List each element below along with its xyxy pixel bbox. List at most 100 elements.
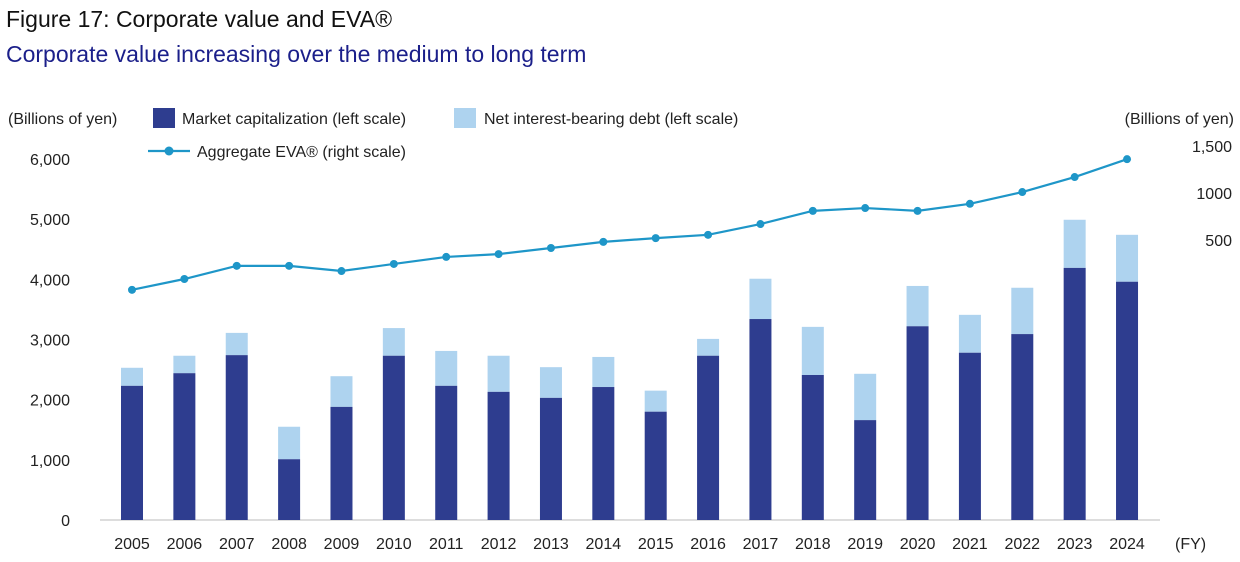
- bar-market-cap-2022: [1011, 334, 1034, 520]
- x-tick-label: 2016: [690, 536, 726, 553]
- bar-net-debt-2024: [1116, 234, 1139, 282]
- y-right-tick-label: 1000: [1196, 186, 1232, 203]
- bar-net-debt-2020: [906, 285, 929, 327]
- legend-swatch-market-cap: [153, 108, 175, 128]
- legend-label-net-debt: Net interest-bearing debt (left scale): [484, 111, 738, 128]
- bar-net-debt-2013: [539, 367, 562, 398]
- bar-market-cap-2009: [330, 406, 353, 520]
- y-left-tick-label: 1,000: [30, 453, 70, 470]
- eva-point-2024: [1123, 155, 1132, 164]
- eva-point-2021: [965, 199, 974, 208]
- bar-market-cap-2008: [278, 459, 301, 520]
- eva-point-2019: [861, 204, 870, 213]
- bar-market-cap-2018: [801, 374, 824, 520]
- y-left-axis-label: (Billions of yen): [8, 111, 117, 128]
- eva-line: [131, 158, 1128, 291]
- x-tick-label: 2009: [324, 536, 360, 553]
- x-tick-label: 2007: [219, 536, 255, 553]
- y-right-axis-label: (Billions of yen): [1125, 111, 1234, 128]
- bar-market-cap-2010: [382, 355, 405, 520]
- eva-point-2016: [704, 230, 713, 239]
- bar-market-cap-2021: [958, 352, 981, 520]
- eva-point-2007: [232, 261, 241, 270]
- x-tick-label: 2015: [638, 536, 674, 553]
- bar-market-cap-2007: [225, 355, 248, 520]
- bar-net-debt-2006: [173, 355, 196, 374]
- y-right-tick-label: 1,500: [1192, 139, 1232, 156]
- bar-market-cap-2017: [749, 319, 772, 520]
- y-left-tick-label: 4,000: [30, 272, 70, 289]
- eva-point-2014: [599, 237, 608, 246]
- bar-market-cap-2020: [906, 326, 929, 520]
- eva-point-2018: [808, 206, 817, 215]
- x-tick-label: 2017: [743, 536, 779, 553]
- bar-market-cap-2011: [435, 385, 458, 520]
- eva-point-2009: [337, 267, 346, 276]
- bar-net-debt-2011: [435, 350, 458, 386]
- eva-point-2023: [1070, 173, 1079, 182]
- bar-market-cap-2013: [539, 397, 562, 520]
- bar-market-cap-2016: [697, 355, 720, 520]
- x-tick-label: 2013: [533, 536, 569, 553]
- x-tick-label: 2023: [1057, 536, 1093, 553]
- eva-point-2011: [442, 252, 451, 261]
- eva-point-2017: [756, 220, 765, 229]
- y-left-tick-label: 3,000: [30, 333, 70, 350]
- x-tick-label: 2021: [952, 536, 988, 553]
- x-tick-label: 2022: [1004, 536, 1040, 553]
- bar-market-cap-2015: [644, 411, 667, 520]
- bar-net-debt-2014: [592, 356, 615, 388]
- bar-net-debt-2017: [749, 278, 772, 320]
- x-tick-label: 2006: [167, 536, 203, 553]
- bar-net-debt-2015: [644, 390, 667, 412]
- x-tick-label: 2018: [795, 536, 831, 553]
- bar-market-cap-2012: [487, 391, 510, 520]
- eva-point-2022: [1018, 188, 1027, 197]
- eva-point-2010: [389, 259, 398, 268]
- x-tick-label: 2020: [900, 536, 936, 553]
- bar-market-cap-2023: [1063, 267, 1086, 520]
- x-tick-label: 2024: [1109, 536, 1145, 553]
- bar-market-cap-2024: [1116, 281, 1139, 520]
- bar-net-debt-2022: [1011, 287, 1034, 335]
- chart-subtitle: Corporate value increasing over the medi…: [6, 41, 587, 67]
- bar-net-debt-2005: [121, 367, 143, 386]
- bar-net-debt-2010: [382, 328, 405, 356]
- bar-net-debt-2008: [278, 426, 301, 460]
- y-left-tick-label: 5,000: [30, 212, 70, 229]
- x-tick-label: 2011: [429, 536, 464, 553]
- y-left-tick-label: 0: [61, 513, 70, 530]
- bar-net-debt-2009: [330, 376, 353, 407]
- bar-market-cap-2005: [121, 385, 143, 520]
- bar-net-debt-2021: [958, 314, 981, 353]
- bar-net-debt-2019: [854, 373, 877, 421]
- bar-market-cap-2006: [173, 373, 196, 520]
- bar-net-debt-2012: [487, 355, 510, 392]
- x-axis-label: (FY): [1175, 536, 1206, 553]
- eva-point-2013: [546, 243, 555, 252]
- bar-net-debt-2016: [697, 338, 720, 356]
- x-tick-label: 2012: [481, 536, 517, 553]
- bar-net-debt-2007: [225, 332, 248, 356]
- bar-net-debt-2018: [801, 326, 824, 375]
- eva-point-2020: [913, 206, 922, 215]
- legend-swatch-net-debt: [454, 108, 476, 128]
- x-tick-label: 2014: [586, 536, 622, 553]
- x-tick-label: 2008: [271, 536, 307, 553]
- eva-point-2006: [180, 275, 189, 284]
- x-tick-label: 2019: [847, 536, 883, 553]
- eva-point-2005: [128, 285, 136, 294]
- chart-title: Figure 17: Corporate value and EVA®: [6, 6, 393, 32]
- y-right-tick-label: 500: [1205, 233, 1232, 250]
- y-left-tick-label: 2,000: [30, 393, 70, 410]
- bar-market-cap-2019: [854, 420, 877, 520]
- eva-point-2015: [651, 234, 660, 243]
- x-tick-label: 2010: [376, 536, 412, 553]
- y-left-tick-label: 6,000: [30, 152, 70, 169]
- legend-label-market-cap: Market capitalization (left scale): [182, 111, 406, 128]
- bar-market-cap-2014: [592, 387, 615, 520]
- legend-label-eva: Aggregate EVA® (right scale): [197, 144, 406, 161]
- bar-net-debt-2023: [1063, 219, 1086, 268]
